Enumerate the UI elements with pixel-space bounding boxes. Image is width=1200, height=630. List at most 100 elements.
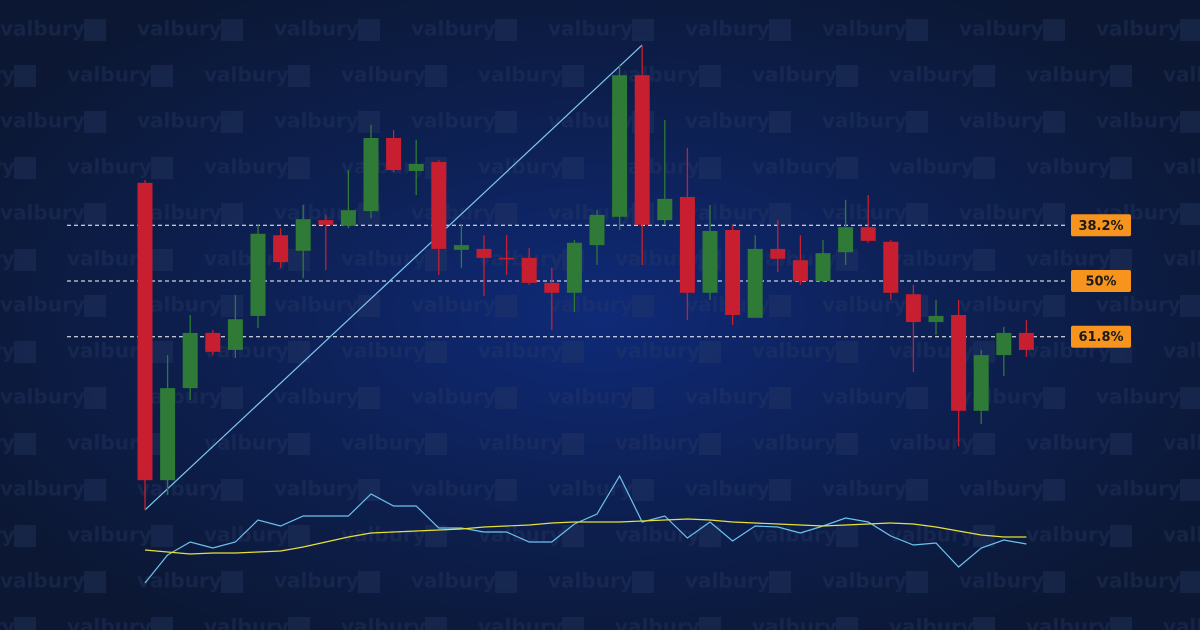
watermark: valbury	[274, 569, 359, 593]
watermark: valbury	[685, 477, 770, 501]
candle-body	[725, 230, 741, 315]
watermark: valbury	[411, 109, 496, 133]
watermark-icon	[288, 65, 310, 87]
watermark: valbury	[137, 109, 222, 133]
watermark: valbury	[0, 201, 85, 225]
candle-body	[634, 75, 650, 225]
watermark-icon	[425, 65, 447, 87]
watermark-icon	[973, 433, 995, 455]
candle-body	[408, 163, 424, 172]
watermark: valbury	[204, 431, 289, 455]
watermark: valbury	[137, 477, 222, 501]
watermark-icon	[769, 387, 791, 409]
watermark-icon	[632, 479, 654, 501]
watermark-icon	[151, 617, 173, 630]
watermark: valbury	[67, 63, 152, 87]
indicator-pane	[144, 474, 1027, 584]
watermark-icon	[1180, 387, 1200, 409]
watermark-icon	[14, 433, 36, 455]
watermark: valbury	[615, 523, 700, 547]
watermark-icon	[699, 341, 721, 363]
watermark-icon	[836, 65, 858, 87]
watermark-icon	[906, 387, 928, 409]
watermark-icon	[632, 571, 654, 593]
candle-body	[792, 260, 808, 281]
watermark-icon	[906, 571, 928, 593]
watermark-icon	[14, 341, 36, 363]
watermark-icon	[699, 617, 721, 630]
watermark-icon	[836, 525, 858, 547]
watermark-icon	[151, 65, 173, 87]
watermark-icon	[973, 249, 995, 271]
watermark: valbury	[1163, 63, 1200, 87]
watermark-icon	[84, 295, 106, 317]
candle-body	[137, 182, 153, 481]
watermark: valbury	[752, 155, 837, 179]
watermark: valbury	[1096, 17, 1181, 41]
watermark: valbury	[204, 523, 289, 547]
candle-body	[973, 355, 989, 411]
candle-body	[182, 332, 198, 389]
watermark-icon	[84, 387, 106, 409]
watermark: valbury	[0, 569, 85, 593]
watermark-icon	[221, 111, 243, 133]
watermark: valbury	[341, 247, 426, 271]
watermark: valbury	[548, 17, 633, 41]
watermark-icon	[84, 571, 106, 593]
watermark: valbury	[0, 293, 85, 317]
candle-body	[566, 242, 582, 293]
watermark-icon	[836, 617, 858, 630]
watermark: valbury	[615, 339, 700, 363]
watermark: valbury	[1096, 569, 1181, 593]
watermark: valbury	[889, 615, 974, 630]
watermark: valbury	[411, 201, 496, 225]
watermark: valbury	[822, 293, 907, 317]
watermark: valbury	[478, 63, 563, 87]
candle-body	[363, 137, 379, 212]
candle-body	[386, 137, 402, 171]
watermark-icon	[1180, 295, 1200, 317]
watermark-icon	[632, 387, 654, 409]
watermark: valbury	[1096, 385, 1181, 409]
watermark: valbury	[685, 201, 770, 225]
watermark-icon	[1043, 19, 1065, 41]
watermark-icon	[699, 65, 721, 87]
watermark-icon	[14, 157, 36, 179]
watermark-icon	[288, 157, 310, 179]
watermark-icon	[1180, 571, 1200, 593]
watermark: valbury	[67, 615, 152, 630]
watermark-icon	[632, 295, 654, 317]
watermark: valbury	[478, 523, 563, 547]
watermark-icon	[288, 341, 310, 363]
watermark: valbury	[889, 155, 974, 179]
candle-body	[205, 332, 221, 352]
candle-body	[250, 233, 266, 316]
watermark: valbury	[548, 477, 633, 501]
watermark-icon	[358, 111, 380, 133]
watermark: valbury	[889, 63, 974, 87]
watermark: valbury	[1163, 431, 1200, 455]
watermark: valbury	[822, 569, 907, 593]
candle-body	[770, 248, 786, 259]
trendline	[144, 44, 643, 511]
watermark: valbury	[822, 17, 907, 41]
watermark-icon	[495, 479, 517, 501]
price-pane: 38.2% 50% 61.8%	[67, 44, 1131, 511]
watermark-icon	[288, 525, 310, 547]
watermark: valbury	[411, 17, 496, 41]
candle-body	[227, 319, 243, 350]
watermark: valbury	[752, 63, 837, 87]
watermark: valbury	[204, 155, 289, 179]
watermark-icon	[425, 617, 447, 630]
watermark: valbury	[1096, 477, 1181, 501]
watermark-icon	[1043, 479, 1065, 501]
watermark-layer: valbury valbury valbury valbury valbury valbu…	[0, 17, 1200, 630]
watermark: valbury	[959, 201, 1044, 225]
watermark-icon	[1180, 111, 1200, 133]
candle-body	[883, 241, 899, 293]
watermark: valbury	[615, 63, 700, 87]
watermark: valbury	[822, 201, 907, 225]
watermark-icon	[495, 111, 517, 133]
